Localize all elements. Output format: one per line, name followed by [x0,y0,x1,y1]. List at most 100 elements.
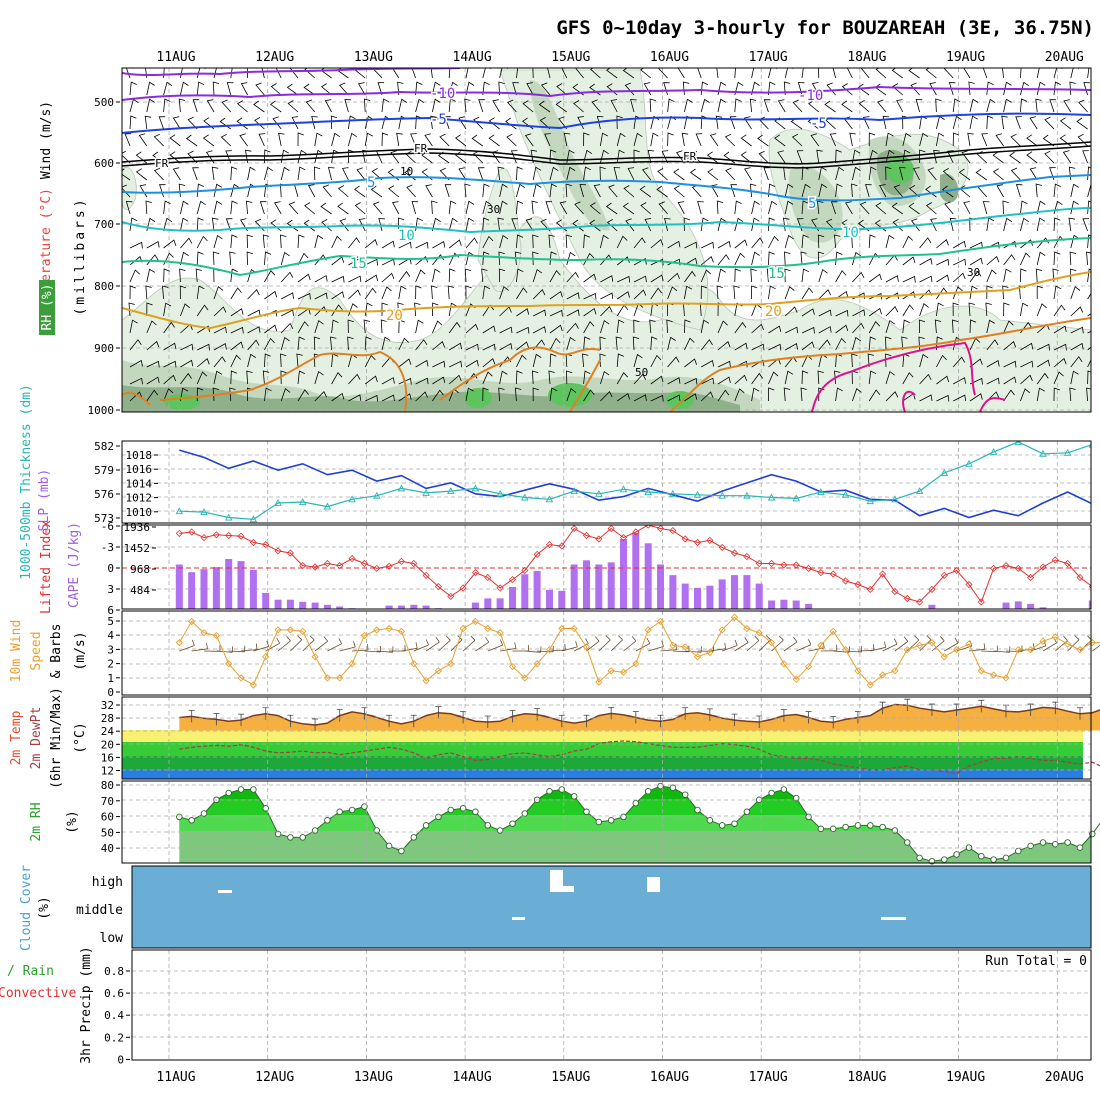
lifted-index-point [706,536,714,544]
rh2m-point [718,822,726,829]
wind-barb [398,270,411,283]
wind-barb [1010,133,1021,147]
wind10-point [385,624,393,633]
precip-frame [131,949,1092,1061]
wind-barb [893,184,904,198]
wind-barb [673,168,685,181]
wind-barb [122,184,131,198]
wind10-point [1039,637,1047,645]
temp-minmax-bar [632,711,639,724]
wind-barb [835,309,849,317]
wind-barb [472,150,484,164]
wind-barb [858,100,870,113]
wind-barb [934,319,942,334]
wind-barb [835,324,849,334]
wind-barb [1015,116,1022,130]
temperature-contours [122,68,1091,412]
lifted-index-markers [175,525,1091,606]
wind-barb [751,387,760,402]
wind-barb [650,274,664,283]
date-label-top: 12AUG [255,50,294,65]
pressure-units-label: (millibars) [73,196,88,315]
rh2m-point [829,825,837,833]
date-label-top: 11AUG [156,50,195,65]
lifted-index-point [854,580,862,589]
wind10-point [212,631,220,640]
lifted-index-point [792,561,800,569]
wind-barb [297,292,311,300]
wind-barb [532,268,543,283]
wind-barb [262,370,270,385]
axis-tick-label: 582 [94,440,114,453]
wind-barb [549,166,559,181]
wind-barb [1087,68,1090,79]
wind-barb [229,251,236,266]
wind10-barb [610,635,623,652]
wind-barb [245,149,252,164]
cape-bar [583,560,590,609]
thickness-point [792,494,800,502]
wind10-point [274,626,282,634]
wind-barb [953,394,967,402]
wind-barb [801,341,815,351]
wind-barb [818,339,831,351]
wind-barb [354,185,366,198]
axis-tick-label: 900 [94,342,114,355]
lifted-index-point [693,538,702,547]
cape-bar [731,575,738,609]
axis-tick-label: 5 [107,615,114,628]
slp-line [179,449,1091,519]
wind-barb [331,291,345,300]
wind-barb [236,117,248,130]
wind-barb [684,358,697,368]
wind-barb [465,81,475,96]
date-label-bottom: 16AUG [650,1070,689,1085]
lifted-index-point [286,549,294,557]
wind-barb [633,319,640,334]
wind-barb [801,287,814,300]
wind-barb [525,218,534,232]
wind-barb [1036,68,1046,79]
cape-bar [484,598,492,609]
wind-barb [556,83,568,96]
label-freezing-b: FR [414,142,428,155]
wind-barb [431,200,438,215]
wind-barb [415,285,422,300]
lifted-index-point [323,559,331,568]
wind-barb [482,81,490,96]
wind-barb [992,151,1004,164]
axis-tick-label: 1018 [126,449,153,462]
wind-barb [968,302,975,317]
wind-barb [818,326,832,334]
wind-barb [1002,200,1009,215]
wind-barb [642,167,652,181]
wind-barb [633,257,647,266]
wind-barb [949,217,957,232]
wind-barb [625,218,635,232]
wind-barb [448,68,451,79]
axis-tick-label: 576 [94,488,114,501]
wind-barb [304,202,316,215]
wind-barb [230,326,244,334]
wind-barb [650,258,664,266]
wind-barb [297,166,306,181]
wind-barb [763,167,771,181]
wind10-point [249,681,258,689]
wind10-barb [722,639,738,652]
wind-barb [1076,117,1088,130]
wind-barb [919,275,933,283]
wind-barb [297,273,311,283]
thickness-point [397,484,406,492]
lifted-index-point [496,584,504,592]
wind-barb [749,183,757,198]
wind-barb [313,336,321,351]
wind-barb [482,183,490,198]
cape-bar [509,587,516,609]
wind-barb [969,98,979,113]
date-label-top: 15AUG [551,50,590,65]
wind-barb [415,339,428,351]
precip-axis-label-c: 3hr Precip (mm) [79,946,94,1063]
wind-barb [566,388,577,402]
chart-title: GFS 0~10day 3-hourly for BOUZAREAH (3E, … [556,17,1094,39]
